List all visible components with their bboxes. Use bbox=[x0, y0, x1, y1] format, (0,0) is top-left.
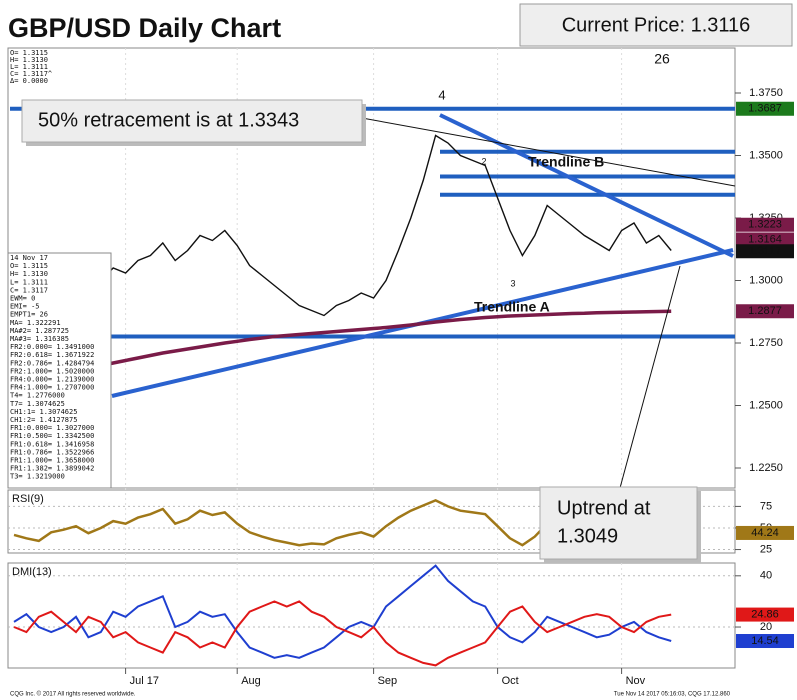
pointer bbox=[619, 265, 681, 489]
info-line: FR1:0.000= 1.3027000 bbox=[10, 424, 94, 432]
info-line: L= 1.3111 bbox=[10, 278, 48, 286]
info-line: FR1:0.786= 1.3522966 bbox=[10, 448, 94, 456]
info-line: EMPT1= 26 bbox=[10, 311, 48, 319]
x-tick-label: Aug bbox=[241, 675, 261, 687]
info-line: FR4:0.000= 1.2139000 bbox=[10, 376, 94, 384]
info-line: MA#3= 1.316385 bbox=[10, 335, 69, 343]
info-line: C= 1.3117 bbox=[10, 286, 48, 294]
price-tag bbox=[736, 232, 794, 247]
value-tag bbox=[736, 634, 794, 649]
wave-label: 26 bbox=[654, 51, 670, 67]
info-line: MA#2= 1.287725 bbox=[10, 327, 69, 335]
series-line bbox=[13, 309, 672, 390]
info-line: FR2:1.000= 1.5020000 bbox=[10, 367, 94, 375]
y-tick-label: 1.3000 bbox=[749, 274, 783, 286]
callout-text: 50% retracement is at 1.3343 bbox=[38, 109, 299, 131]
series-line bbox=[13, 564, 672, 659]
quote-line: H= 1.3130 bbox=[10, 56, 48, 64]
y-tick-label: 20 bbox=[760, 621, 772, 633]
info-line: T4= 1.2776000 bbox=[10, 392, 65, 400]
value-tag bbox=[736, 607, 794, 622]
y-tick-label: 25 bbox=[760, 543, 772, 555]
x-tick-label: Oct bbox=[502, 675, 519, 687]
callout bbox=[539, 486, 698, 560]
price-tag-label: 1.3117 bbox=[749, 245, 782, 257]
chart-title: GBP/USD Daily Chart bbox=[8, 13, 281, 43]
trendline bbox=[439, 113, 734, 258]
price-tag-label: 1.3687 bbox=[748, 103, 782, 115]
x-tick-label: Nov bbox=[626, 675, 646, 687]
info-line: FR1:0.500= 1.3342500 bbox=[10, 432, 94, 440]
value-tag-label: 14.54 bbox=[751, 635, 779, 647]
y-tick-label: 1.3750 bbox=[749, 87, 783, 99]
quote-line: L= 1.3111 bbox=[10, 63, 48, 71]
series-line bbox=[13, 134, 672, 317]
quote-line: O= 1.3115 bbox=[10, 49, 48, 57]
info-line: H= 1.3130 bbox=[10, 270, 48, 278]
y-tick-label: 1.2750 bbox=[749, 337, 783, 349]
pointer bbox=[361, 117, 736, 187]
value-tag-label: 24.86 bbox=[751, 608, 779, 620]
y-tick-label: 40 bbox=[760, 570, 772, 582]
dmi-panel bbox=[7, 562, 736, 669]
info-line: T3= 1.3219000 bbox=[10, 473, 65, 481]
info-line: FR1:1.382= 1.3899042 bbox=[10, 465, 94, 473]
trendline-label: Trendline A bbox=[474, 299, 550, 315]
footer: Tue Nov 14 2017 05:16:03, CQG 17.12.860 bbox=[614, 692, 731, 698]
quote-line: Δ= 0.0000 bbox=[10, 77, 48, 85]
y-tick-label: 1.3500 bbox=[749, 149, 783, 161]
y-tick-label: 75 bbox=[760, 500, 772, 512]
info-line: FR2:0.618= 1.3671922 bbox=[10, 351, 94, 359]
y-tick-label: 1.2500 bbox=[749, 399, 783, 411]
info-line: FR4:1.000= 1.2707000 bbox=[10, 384, 94, 392]
price-tag bbox=[736, 304, 794, 319]
value-tag-label: 44.24 bbox=[751, 527, 779, 539]
price-tag-label: 1.3223 bbox=[748, 219, 782, 231]
info-line: MA= 1.322291 bbox=[10, 319, 61, 327]
wave-label: 4 bbox=[438, 87, 445, 102]
info-line: EWM= 0 bbox=[10, 295, 35, 303]
price-tag bbox=[736, 217, 794, 232]
current-price: Current Price: 1.3116 bbox=[562, 14, 751, 36]
callout-text: 1.3049 bbox=[557, 525, 618, 547]
price-tag bbox=[736, 244, 794, 259]
info-line: FR2:0.786= 1.4284794 bbox=[10, 359, 94, 367]
info-line: O= 1.3115 bbox=[10, 262, 48, 270]
callout bbox=[21, 99, 363, 143]
info-line: CH1:2= 1.4127875 bbox=[10, 416, 77, 424]
price-box bbox=[519, 3, 793, 47]
info-line: T7= 1.3074625 bbox=[10, 400, 65, 408]
info-box bbox=[7, 252, 112, 489]
price-tag-label: 1.2877 bbox=[748, 305, 782, 317]
quote-line: C= 1.3117^ bbox=[10, 70, 52, 78]
info-line: FR2:0.000= 1.3491000 bbox=[10, 343, 94, 351]
info-line: CH1:1= 1.3074625 bbox=[10, 408, 77, 416]
series-line bbox=[13, 600, 672, 667]
value-tag bbox=[736, 525, 794, 540]
y-tick-label: 1.2250 bbox=[749, 462, 783, 474]
trendline-label: Trendline B bbox=[528, 154, 604, 170]
info-line: FR1:1.000= 1.3658000 bbox=[10, 457, 94, 465]
footer: CQG Inc. © 2017 All rights reserved worl… bbox=[10, 691, 136, 698]
panel-title: DMI(13) bbox=[12, 566, 52, 578]
wave-label: 3 bbox=[510, 278, 515, 288]
callout-text: Uptrend at bbox=[557, 497, 651, 519]
panel-title: RSI(9) bbox=[12, 493, 44, 505]
x-tick-label: Jul 17 bbox=[130, 675, 159, 687]
info-line: 14 Nov 17 bbox=[10, 254, 48, 262]
info-line: EMI= -5 bbox=[10, 303, 40, 311]
price-tag-label: 1.3164 bbox=[748, 233, 782, 245]
wave-label: 2 bbox=[481, 156, 486, 166]
x-tick-label: Sep bbox=[378, 675, 398, 687]
price-tag bbox=[736, 101, 794, 116]
info-line: FR1:0.618= 1.3416958 bbox=[10, 440, 94, 448]
